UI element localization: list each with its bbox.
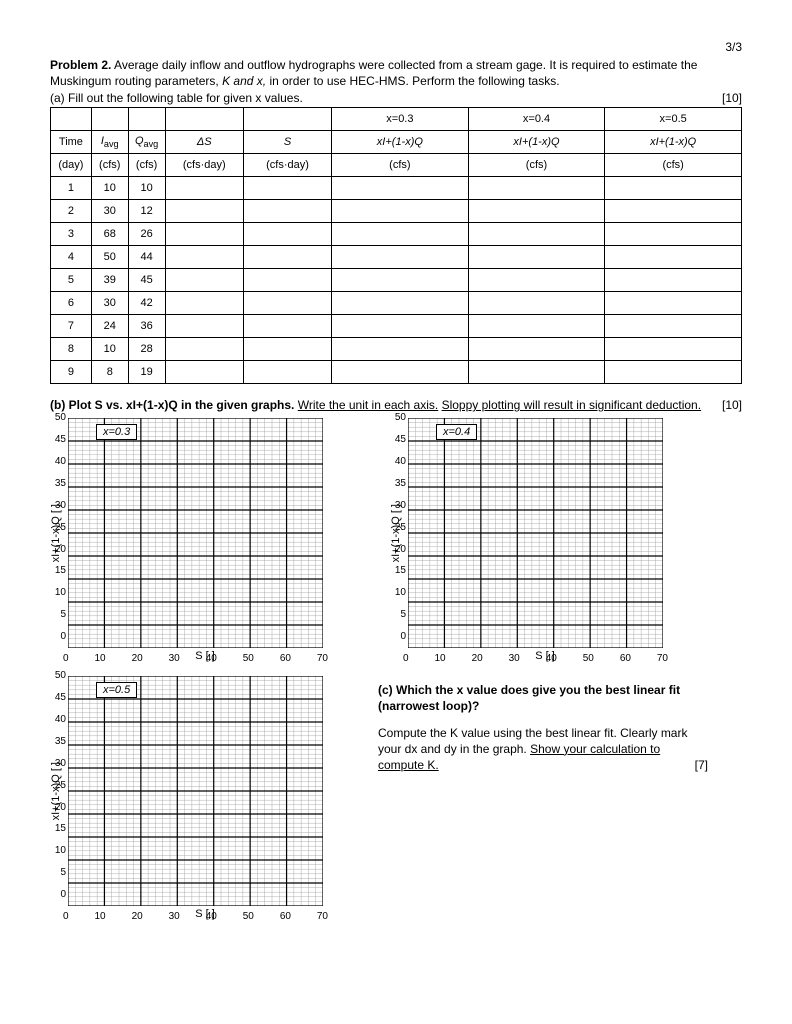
- problem-statement: Problem 2. Average daily inflow and outf…: [50, 58, 742, 89]
- part-c-block: (c) Which the x value does give you the …: [378, 682, 708, 773]
- data-table: x=0.3 x=0.4 x=0.5 Time Iavg Qavg ΔS S xI…: [50, 107, 742, 384]
- col-q-unit: (cfs): [128, 154, 165, 177]
- x-header-2: x=0.4: [468, 108, 605, 131]
- table-row: 81028: [51, 338, 742, 361]
- col-s: S: [243, 131, 331, 154]
- table-row: 23012: [51, 200, 742, 223]
- col-q: Qavg: [128, 131, 165, 154]
- col-ds-unit: (cfs·day): [165, 154, 243, 177]
- graph-x04: xI+(1-x)Q [ ] x=0.4 50454035302520151050…: [390, 418, 700, 662]
- legend-3: x=0.5: [96, 682, 137, 698]
- table-row: 36826: [51, 223, 742, 246]
- col-x3-unit: (cfs): [605, 154, 742, 177]
- col-x2-unit: (cfs): [468, 154, 605, 177]
- graph-x05: xI+(1-x)Q [ ] x=0.5 50454035302520151050…: [50, 676, 360, 920]
- table-row: 72436: [51, 315, 742, 338]
- x-header-3: x=0.5: [605, 108, 742, 131]
- part-b-label: (b) Plot S vs. xI+(1-x)Q in the given gr…: [50, 398, 742, 412]
- points-c: [7]: [695, 757, 708, 773]
- col-time-unit: (day): [51, 154, 92, 177]
- col-ds: ΔS: [165, 131, 243, 154]
- col-s-unit: (cfs·day): [243, 154, 331, 177]
- col-x3-sub: xI+(1-x)Q: [605, 131, 742, 154]
- col-time: Time: [51, 131, 92, 154]
- legend-1: x=0.3: [96, 424, 137, 440]
- table-row: 53945: [51, 269, 742, 292]
- col-x2-sub: xI+(1-x)Q: [468, 131, 605, 154]
- table-row: 45044: [51, 246, 742, 269]
- table-row: 63042: [51, 292, 742, 315]
- page-number: 3/3: [50, 40, 742, 54]
- col-x1-sub: xI+(1-x)Q: [332, 131, 469, 154]
- problem-number: Problem 2.: [50, 58, 111, 72]
- table-row: 11010: [51, 177, 742, 200]
- part-a-label: (a) Fill out the following table for giv…: [50, 91, 742, 105]
- x-header-1: x=0.3: [332, 108, 469, 131]
- graph-x03: xI+(1-x)Q [ ] x=0.3 50454035302520151050…: [50, 418, 360, 662]
- col-i-unit: (cfs): [91, 154, 128, 177]
- points-b: [10]: [722, 398, 742, 412]
- legend-2: x=0.4: [436, 424, 477, 440]
- col-x1-unit: (cfs): [332, 154, 469, 177]
- col-i: Iavg: [91, 131, 128, 154]
- table-row: 9819: [51, 361, 742, 384]
- part-c-question: (c) Which the x value does give you the …: [378, 682, 708, 714]
- points-a: [10]: [722, 91, 742, 105]
